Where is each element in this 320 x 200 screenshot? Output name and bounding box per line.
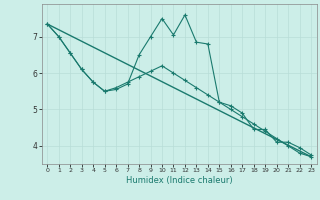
X-axis label: Humidex (Indice chaleur): Humidex (Indice chaleur) (126, 176, 233, 185)
